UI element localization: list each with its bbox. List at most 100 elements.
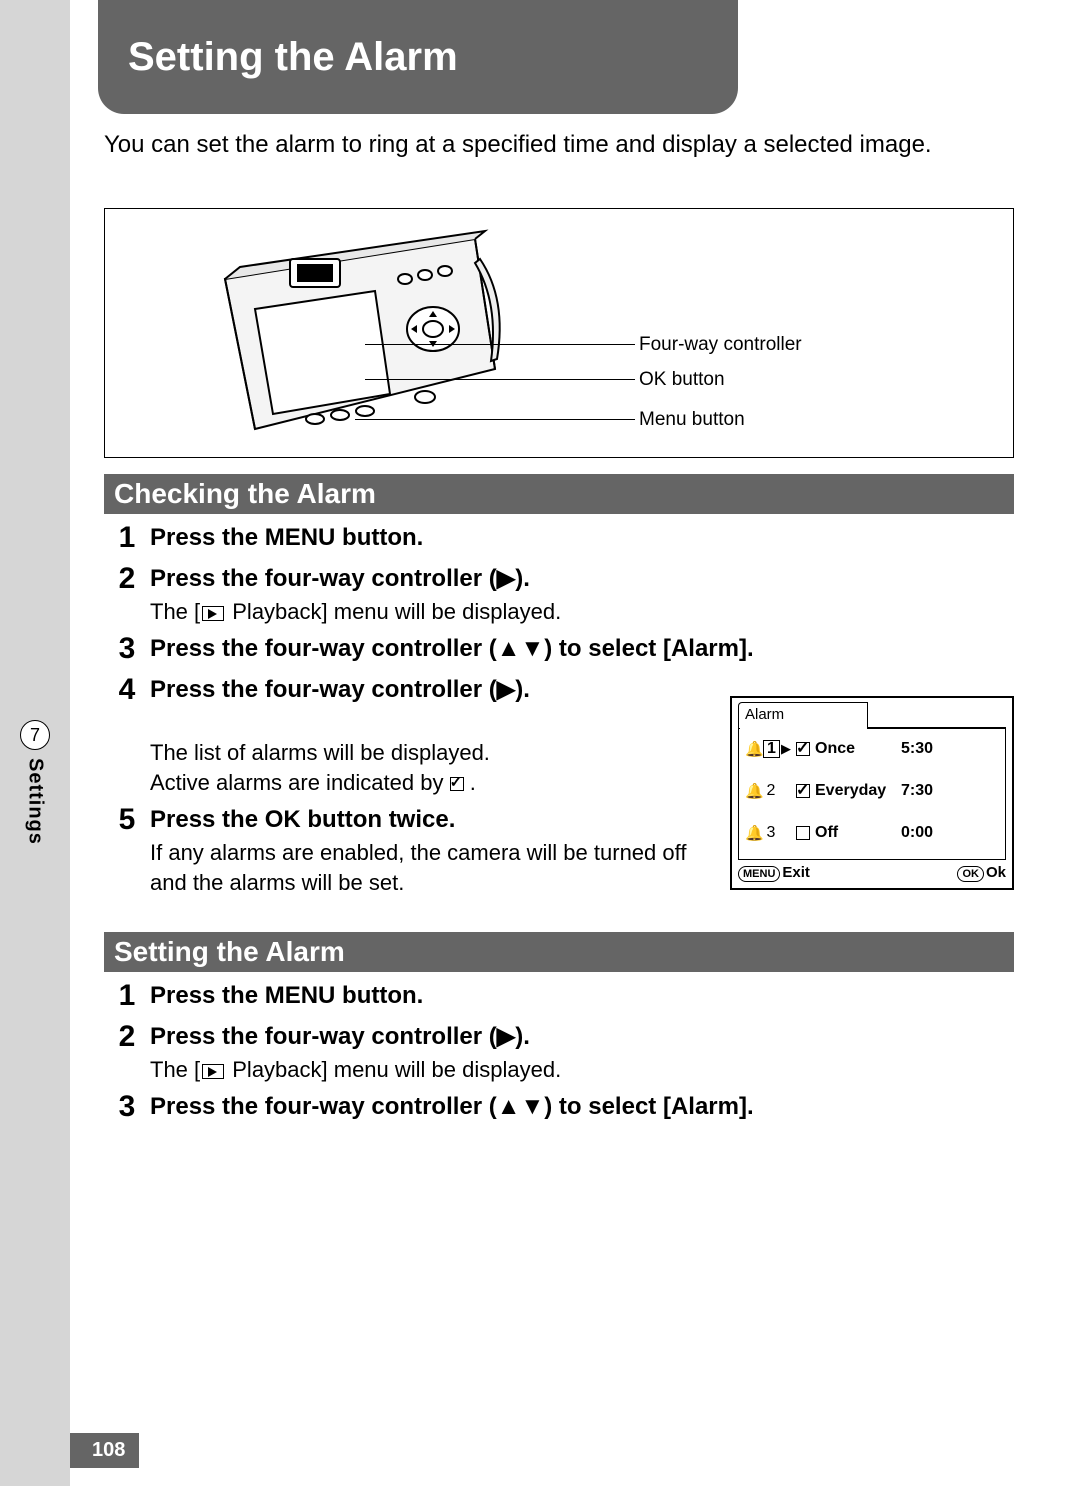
section-heading-text: Checking the Alarm [114, 478, 376, 510]
step-row: 3 Press the four-way controller (▲▼) to … [104, 629, 1014, 668]
bell-icon: 🔔 [745, 782, 763, 800]
alarm-number: 1 [763, 740, 779, 758]
checkbox-icon [450, 777, 464, 791]
step-number: 1 [104, 518, 150, 557]
alarm-tab-label: Alarm [745, 706, 784, 723]
lead-line [365, 379, 635, 380]
alarm-checkbox [793, 824, 813, 842]
alarm-list: 🔔 1 ▶ Once 5:30 🔔 2 Everyday 7:30 🔔 3 [738, 728, 1006, 860]
checkbox-empty-icon [796, 826, 810, 840]
footer-exit: MENUExit [738, 864, 810, 881]
step-title: Press the MENU button. [150, 980, 1014, 1012]
label-fourway: Four-way controller [639, 334, 802, 356]
alarm-checkbox [793, 740, 813, 758]
lead-line [365, 344, 635, 345]
step-desc: The [ Playback] menu will be displayed. [150, 1055, 1014, 1085]
alarm-tab: Alarm [738, 702, 868, 728]
alarm-row: 🔔 3 Off 0:00 [739, 812, 1005, 854]
desc-post: Playback] menu will be displayed. [226, 599, 561, 624]
step-number: 3 [104, 1087, 150, 1126]
step-number: 4 [104, 670, 150, 797]
steps-setting: 1 Press the MENU button. 2 Press the fou… [104, 976, 1014, 1128]
step-number: 2 [104, 1017, 150, 1085]
alarm-row: 🔔 2 Everyday 7:30 [739, 770, 1005, 812]
footer-ok: OKOk [957, 864, 1006, 881]
alarm-footer: MENUExit OKOk [738, 862, 1006, 884]
alarm-number-box: 1 [763, 740, 780, 758]
step-number: 1 [104, 976, 150, 1015]
step-body: Press the four-way controller (▲▼) to se… [150, 629, 1014, 668]
step-row: 3 Press the four-way controller (▲▼) to … [104, 1087, 1014, 1126]
step-number: 5 [104, 800, 150, 898]
step-title: Press the four-way controller (▲▼) to se… [150, 633, 1014, 665]
camera-diagram-box: Four-way controller OK button Menu butto… [104, 208, 1014, 458]
page-number: 108 [92, 1439, 125, 1461]
alarm-time: 7:30 [891, 782, 999, 800]
tab-cover [740, 726, 867, 729]
step-desc: If any alarms are enabled, the camera wi… [150, 838, 710, 897]
step-title: Press the four-way controller (▶). [150, 563, 1014, 595]
checkbox-checked-icon [796, 784, 810, 798]
lead-line [355, 419, 635, 420]
alarm-time: 0:00 [891, 824, 999, 842]
manual-page: 7 Settings Setting the Alarm You can set… [70, 0, 1080, 1486]
ok-pill-icon: OK [957, 866, 984, 882]
step-body: Press the MENU button. [150, 976, 1014, 1015]
step-desc: The [ Playback] menu will be displayed. [150, 597, 1014, 627]
alarm-freq: Off [813, 824, 891, 842]
section-heading-text: Setting the Alarm [114, 936, 345, 968]
step-number: 2 [104, 559, 150, 627]
step-body: Press the four-way controller (▲▼) to se… [150, 1087, 1014, 1126]
footer-exit-text: Exit [782, 864, 810, 881]
page-title: Setting the Alarm [128, 35, 458, 80]
chapter-number: 7 [30, 725, 40, 746]
label-ok: OK button [639, 369, 725, 391]
label-menu: Menu button [639, 409, 745, 431]
chapter-label: Settings [24, 758, 47, 845]
alarm-number: 2 [763, 782, 779, 800]
step-title: Press the MENU button. [150, 522, 1014, 554]
alarm-checkbox [793, 782, 813, 800]
alarm-freq: Everyday [813, 782, 891, 800]
step-title: Press the four-way controller (▶). [150, 674, 710, 706]
desc-post: Playback] menu will be displayed. [226, 1057, 561, 1082]
step-body: Press the OK button twice. If any alarms… [150, 800, 710, 898]
camera-illustration [195, 219, 525, 449]
step-title: Press the OK button twice. [150, 804, 710, 836]
step-row: 2 Press the four-way controller (▶). The… [104, 1017, 1014, 1085]
desc-pre: The [ [150, 599, 200, 624]
step-row: 2 Press the four-way controller (▶). The… [104, 559, 1014, 627]
alarm-screen-mock: Alarm 🔔 1 ▶ Once 5:30 🔔 2 Everyday 7:30 [730, 696, 1014, 890]
side-tab: 7 Settings [0, 720, 70, 940]
selection-caret-icon: ▶ [779, 741, 793, 757]
playback-icon [202, 606, 224, 621]
page-number-box: 108 [70, 1433, 139, 1468]
intro-text: You can set the alarm to ring at a speci… [104, 130, 1014, 160]
step-title: Press the four-way controller (▲▼) to se… [150, 1091, 1014, 1123]
alarm-row: 🔔 1 ▶ Once 5:30 [739, 728, 1005, 770]
bell-icon: 🔔 [745, 824, 763, 842]
step-body: Press the MENU button. [150, 518, 1014, 557]
chapter-number-circle: 7 [20, 720, 50, 750]
diagram-labels: Four-way controller OK button Menu butto… [555, 219, 985, 449]
alarm-freq: Once [813, 740, 891, 758]
playback-icon [202, 1064, 224, 1079]
desc-pre: The list of alarms will be displayed. Ac… [150, 740, 490, 795]
alarm-number: 3 [763, 824, 779, 842]
step-number: 3 [104, 629, 150, 668]
menu-pill-icon: MENU [738, 866, 780, 882]
checkbox-checked-icon [796, 742, 810, 756]
step-body: Press the four-way controller (▶). The [… [150, 559, 1014, 627]
step-body: Press the four-way controller (▶). The [… [150, 1017, 1014, 1085]
page-title-tab: Setting the Alarm [98, 0, 738, 114]
step-desc: The list of alarms will be displayed. Ac… [150, 708, 710, 797]
step-row: 1 Press the MENU button. [104, 518, 1014, 557]
footer-ok-text: Ok [986, 864, 1006, 881]
section-heading-checking: Checking the Alarm [104, 474, 1014, 514]
section-heading-setting: Setting the Alarm [104, 932, 1014, 972]
step-title: Press the four-way controller (▶). [150, 1021, 1014, 1053]
alarm-time: 5:30 [891, 740, 999, 758]
bell-icon: 🔔 [745, 740, 763, 758]
step-row: 1 Press the MENU button. [104, 976, 1014, 1015]
step-body: Press the four-way controller (▶). The l… [150, 670, 710, 797]
